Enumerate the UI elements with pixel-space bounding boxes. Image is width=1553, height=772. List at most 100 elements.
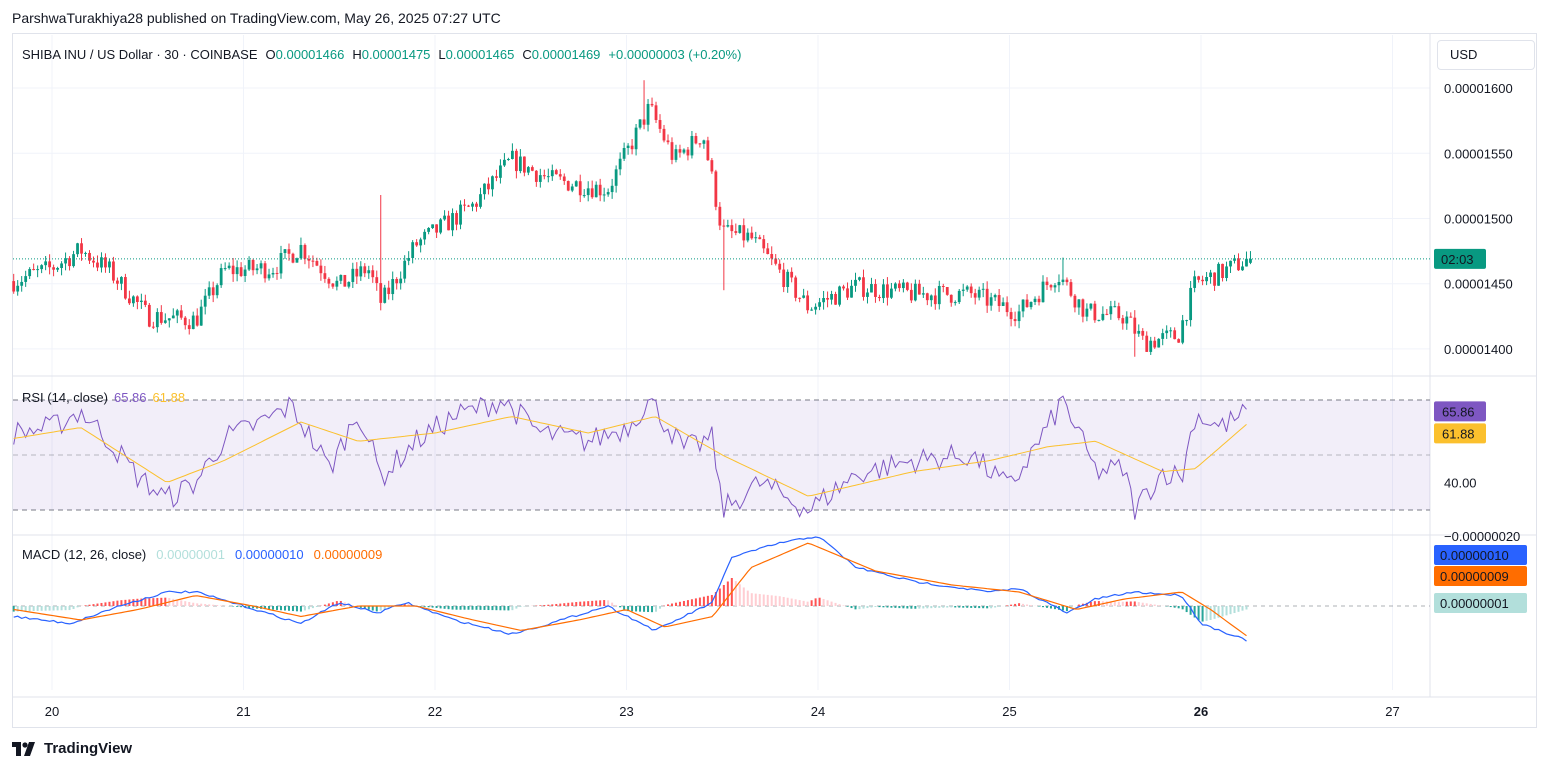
candle-body <box>834 293 837 305</box>
macd-histogram-bar <box>403 603 406 606</box>
rsi-line <box>13 395 1247 520</box>
close-value: 0.00001469 <box>532 47 601 62</box>
macd-histogram-bar <box>890 606 893 608</box>
macd-histogram-bar <box>758 594 761 606</box>
macd-histogram-bar <box>587 601 590 606</box>
macd-histogram-bar <box>1077 604 1080 606</box>
candle-body <box>327 278 331 284</box>
candle-body <box>303 244 307 259</box>
candle-body <box>702 140 706 144</box>
currency-selector[interactable]: USD <box>1437 40 1535 70</box>
candle-body <box>267 274 271 279</box>
candle-body <box>1073 295 1077 308</box>
tradingview-logo[interactable]: TradingView <box>12 740 132 757</box>
candle-body <box>1025 299 1029 308</box>
macd-histogram-bar <box>882 606 885 608</box>
macd-histogram-bar <box>367 606 370 610</box>
macd-histogram-bar <box>978 606 981 609</box>
candle-body <box>937 285 941 305</box>
signal-line <box>13 542 1247 637</box>
macd-histogram-bar <box>1018 603 1021 606</box>
high-value: 0.00001475 <box>362 47 431 62</box>
candle-body <box>522 156 526 173</box>
candle-body <box>997 295 1001 306</box>
candle-body <box>299 244 303 259</box>
candle-body <box>550 170 554 177</box>
tradingview-logo-icon <box>12 741 35 756</box>
candle-body <box>1065 279 1069 283</box>
candle-body <box>618 158 622 170</box>
macd-histogram-bar <box>619 606 622 608</box>
last-price-badge <box>1434 248 1486 269</box>
macd-histogram-bar <box>722 585 725 606</box>
macd-histogram-bar <box>1169 606 1172 608</box>
macd-histogram-bar <box>495 606 498 611</box>
macd-histogram-bar <box>794 599 797 606</box>
macd-histogram-bar <box>152 598 155 606</box>
macd-histogram-bar <box>678 601 681 606</box>
candle-body <box>846 288 849 298</box>
candle-body <box>650 103 654 106</box>
candle-body <box>367 270 371 274</box>
macd-histogram-bar <box>88 604 91 606</box>
macd-histogram-bar <box>248 606 251 608</box>
candle-body <box>503 159 506 166</box>
candle-body <box>1021 299 1025 312</box>
candle-body <box>467 205 470 207</box>
macd-histogram-bar <box>220 605 223 606</box>
candle-body <box>1185 320 1189 322</box>
macd-histogram-bar <box>507 606 510 611</box>
macd-histogram-bar <box>459 606 462 610</box>
candle-body <box>933 295 937 305</box>
candle-body <box>263 263 267 279</box>
candle-body <box>1089 303 1093 309</box>
macd-histogram-bar <box>463 606 466 610</box>
macd-histogram-bar <box>655 606 658 612</box>
candle-body <box>606 192 610 195</box>
rsi-ma-badge-label: 61.88 <box>1442 426 1475 441</box>
macd-histogram-bar <box>371 606 374 611</box>
macd-histogram-bar <box>906 606 909 609</box>
candle-body <box>399 278 403 284</box>
candle-body <box>24 276 28 282</box>
candle-body <box>742 225 746 241</box>
candle-body <box>862 277 865 297</box>
rsi-tick-label: 40.00 <box>1444 476 1477 491</box>
candle-body <box>1241 266 1244 271</box>
candle-body <box>718 206 722 226</box>
macd-histogram-bar <box>1046 606 1049 608</box>
candle-body <box>662 128 666 141</box>
candle-body <box>838 286 841 305</box>
macd-histogram-bar <box>946 606 949 608</box>
candle-body <box>698 143 702 145</box>
candle-body <box>72 254 75 267</box>
candle-body <box>786 271 790 288</box>
macd-histogram-bar <box>148 598 151 606</box>
macd-histogram-bar <box>1137 602 1140 606</box>
macd-histogram-bar <box>172 598 175 606</box>
candle-body <box>151 326 155 328</box>
macd-histogram-bar <box>607 600 610 606</box>
candle-body <box>363 266 367 274</box>
candle-body <box>874 284 877 297</box>
candle-body <box>211 287 215 296</box>
candle-body <box>40 265 44 270</box>
macd-histogram-bar <box>519 606 522 608</box>
macd-histogram-bar <box>1157 605 1160 606</box>
macd-histogram-bar <box>12 606 15 612</box>
macd-histogram-bar <box>1010 604 1013 606</box>
macd-histogram-bar <box>1149 603 1152 606</box>
macd-histogram-bar <box>268 606 271 610</box>
macd-histogram-bar <box>651 606 654 613</box>
candle-body <box>36 269 40 271</box>
candle-body <box>371 270 375 278</box>
candle-body <box>16 285 20 292</box>
open-label: O <box>266 47 276 62</box>
candle-body <box>646 103 650 125</box>
candle-body <box>203 295 207 307</box>
candle-body <box>1001 302 1005 306</box>
macd-histogram-bar <box>1097 601 1100 606</box>
macd-title: MACD (12, 26, close) <box>22 547 146 562</box>
candle-body <box>766 248 770 255</box>
